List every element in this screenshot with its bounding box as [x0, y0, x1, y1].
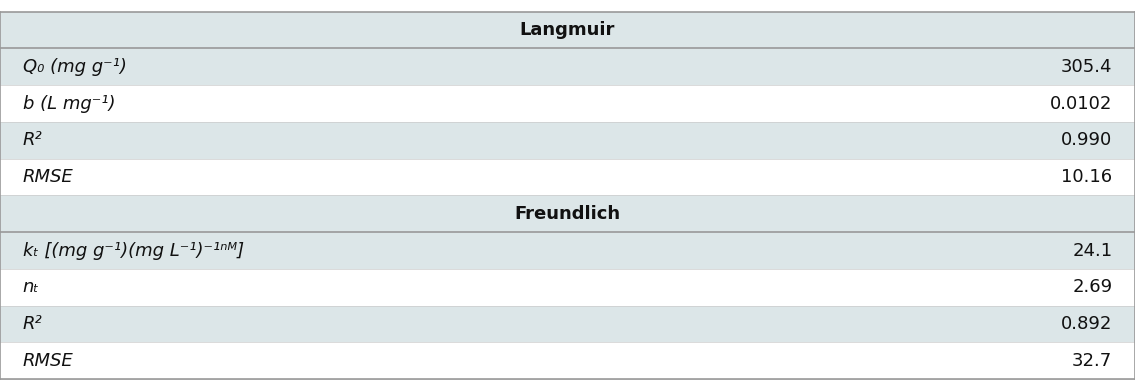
- FancyBboxPatch shape: [0, 195, 1135, 232]
- FancyBboxPatch shape: [0, 342, 1135, 379]
- Text: b (L mg⁻¹): b (L mg⁻¹): [23, 94, 115, 113]
- Text: kₜ [(mg g⁻¹)(mg L⁻¹)⁻¹ⁿᴹ]: kₜ [(mg g⁻¹)(mg L⁻¹)⁻¹ⁿᴹ]: [23, 241, 244, 260]
- FancyBboxPatch shape: [0, 85, 1135, 122]
- Text: Freundlich: Freundlich: [514, 205, 621, 223]
- FancyBboxPatch shape: [0, 159, 1135, 195]
- Text: 305.4: 305.4: [1061, 58, 1112, 76]
- Text: Q₀ (mg g⁻¹): Q₀ (mg g⁻¹): [23, 58, 127, 76]
- FancyBboxPatch shape: [0, 306, 1135, 342]
- Text: 0.892: 0.892: [1061, 315, 1112, 333]
- Text: 32.7: 32.7: [1073, 352, 1112, 370]
- Text: R²: R²: [23, 315, 42, 333]
- Text: 2.69: 2.69: [1073, 278, 1112, 296]
- Text: R²: R²: [23, 131, 42, 149]
- Text: nₜ: nₜ: [23, 278, 40, 296]
- Text: 0.990: 0.990: [1061, 131, 1112, 149]
- Text: 0.0102: 0.0102: [1050, 94, 1112, 113]
- FancyBboxPatch shape: [0, 269, 1135, 306]
- Text: 24.1: 24.1: [1073, 241, 1112, 260]
- Text: RMSE: RMSE: [23, 168, 74, 186]
- FancyBboxPatch shape: [0, 48, 1135, 85]
- Text: Langmuir: Langmuir: [520, 21, 615, 39]
- FancyBboxPatch shape: [0, 232, 1135, 269]
- FancyBboxPatch shape: [0, 12, 1135, 48]
- Text: 10.16: 10.16: [1061, 168, 1112, 186]
- FancyBboxPatch shape: [0, 122, 1135, 159]
- Text: RMSE: RMSE: [23, 352, 74, 370]
